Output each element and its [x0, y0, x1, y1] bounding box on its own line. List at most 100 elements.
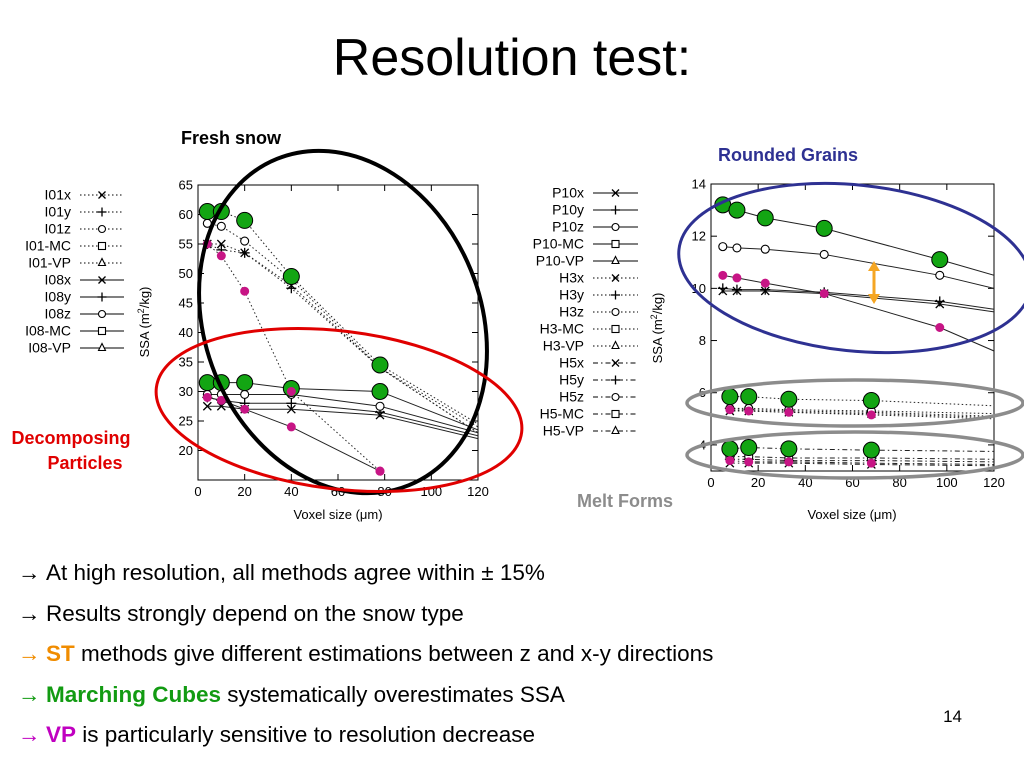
bullet-list: → At high resolution, all methods agree w…: [18, 553, 713, 756]
data-point-P10-VP: [718, 270, 728, 280]
y-tick-label: 14: [692, 177, 706, 192]
data-point-H3-MC: [862, 392, 880, 410]
data-point-P10-MC: [728, 201, 746, 219]
legend-label: H3x: [559, 270, 584, 286]
fresh-snow-ellipse: [197, 148, 489, 496]
rounded-grains-label: Rounded Grains: [718, 145, 858, 165]
legend-label: P10x: [552, 185, 584, 201]
data-point-H3-VP: [784, 407, 794, 417]
decomposing-label-line1: Decomposing: [11, 428, 130, 448]
data-point-I08z: [375, 401, 385, 411]
data-point-H3-MC: [721, 388, 739, 406]
data-point-I08-VP: [216, 395, 226, 405]
data-point-H5-MC: [780, 440, 798, 458]
legend-marker-I08y: [97, 292, 107, 302]
legend-label: H3y: [559, 287, 584, 303]
legend-label: H3-VP: [543, 338, 584, 354]
legend-label: I01z: [45, 221, 71, 237]
legend-label: I08z: [45, 306, 71, 322]
legend-label: I08-MC: [25, 323, 71, 339]
data-point-I01-VP: [216, 251, 226, 261]
x-axis-label: Voxel size (μm): [807, 507, 896, 522]
data-point-P10-MC: [756, 209, 774, 227]
arrow-icon: →: [18, 560, 41, 585]
data-point-H5-VP: [744, 457, 754, 467]
x-tick-label: 20: [751, 475, 765, 490]
data-point-H3-VP: [744, 406, 754, 416]
melt-forms-ellipse-upper: [685, 378, 1024, 428]
data-point-I08-MC: [236, 374, 254, 392]
y-tick-label: 12: [692, 229, 706, 244]
x-tick-label: 0: [194, 484, 201, 499]
x-tick-label: 120: [467, 484, 489, 499]
data-point-H5-VP: [784, 457, 794, 467]
legend-marker-H5x: [611, 359, 620, 367]
data-point-I01x: [216, 239, 226, 249]
data-point-I08-VP: [375, 466, 385, 476]
rounded-grains-ellipse: [677, 181, 1024, 355]
y-tick-label: 35: [179, 355, 193, 370]
data-point-I08-VP: [286, 422, 296, 432]
bullet-text: is particularly sensitive to resolution …: [76, 722, 535, 747]
bullet-keyword: ST: [46, 641, 75, 666]
data-point-P10-VP: [760, 278, 770, 288]
data-point-I08z: [240, 389, 250, 400]
bullet-item: → At high resolution, all methods agree w…: [18, 553, 713, 594]
series-line-I01-MC: [207, 211, 478, 425]
legend-label: H5z: [559, 389, 584, 405]
data-point-I08-VP: [240, 404, 250, 414]
legend-marker-H5-MC: [611, 409, 620, 419]
data-point-P10-MC: [815, 219, 833, 237]
legend-marker-I08z: [97, 309, 107, 319]
x-tick-label: 40: [284, 484, 298, 499]
legend-marker-I08-VP: [97, 342, 107, 352]
data-point-H5-MC: [721, 440, 739, 458]
data-point-P10z: [935, 270, 945, 280]
legend-marker-I01-MC: [97, 241, 107, 251]
legend-marker-H3-VP: [611, 340, 620, 350]
double-arrow-icon: [868, 261, 880, 304]
legend-label: H5-MC: [540, 406, 584, 422]
melt-forms-ellipse-lower: [685, 430, 1024, 480]
data-point-I01-VP: [240, 286, 250, 296]
data-point-I01z: [240, 236, 250, 246]
legend-label: H3z: [559, 304, 584, 320]
data-point-P10z: [760, 244, 770, 254]
y-tick-label: 45: [179, 296, 193, 311]
bullet-item: → ST methods give different estimations b…: [18, 634, 713, 675]
y-axis-label: SSA (m2/kg): [136, 287, 152, 358]
decomposing-particles-ellipse: [154, 326, 524, 494]
bullet-text: Results strongly depend on the snow type: [46, 600, 464, 626]
data-point-I08y: [286, 398, 297, 409]
data-point-P10y: [731, 284, 742, 295]
data-point-I01y: [239, 247, 250, 258]
legend-label: P10y: [552, 202, 584, 218]
data-point-I08x: [286, 404, 296, 414]
legend-label: I01-MC: [25, 238, 71, 254]
data-point-I08-VP: [202, 392, 212, 402]
data-point-H5-VP: [725, 456, 735, 466]
series-line-H3-VP: [729, 409, 994, 420]
legend-marker-I08-MC: [97, 326, 107, 336]
legend-marker-P10z: [611, 222, 620, 232]
slide-title: Resolution test:: [332, 29, 692, 87]
legend-label: I01-VP: [28, 255, 71, 271]
bullet-item: → Results strongly depend on the snow typ…: [18, 594, 713, 635]
legend-marker-I01x: [98, 191, 106, 199]
legend-marker-H3y: [611, 290, 620, 300]
legend-marker-H5y: [611, 375, 620, 385]
data-point-P10-VP: [819, 289, 829, 299]
x-tick-label: 120: [983, 475, 1005, 490]
data-point-P10-VP: [732, 273, 742, 283]
data-point-H3-MC: [740, 388, 758, 406]
legend-marker-P10y: [611, 205, 620, 215]
series-line-H5x: [729, 462, 994, 467]
legend-marker-I01z: [97, 224, 107, 234]
bullet-keyword: VP: [46, 722, 77, 747]
series-line-I01z: [207, 222, 478, 428]
arrow-icon: →: [18, 681, 41, 707]
x-axis-label: Voxel size (μm): [293, 507, 382, 522]
melt-forms-label: Melt Forms: [577, 491, 673, 511]
data-point-P10-VP: [935, 323, 945, 332]
